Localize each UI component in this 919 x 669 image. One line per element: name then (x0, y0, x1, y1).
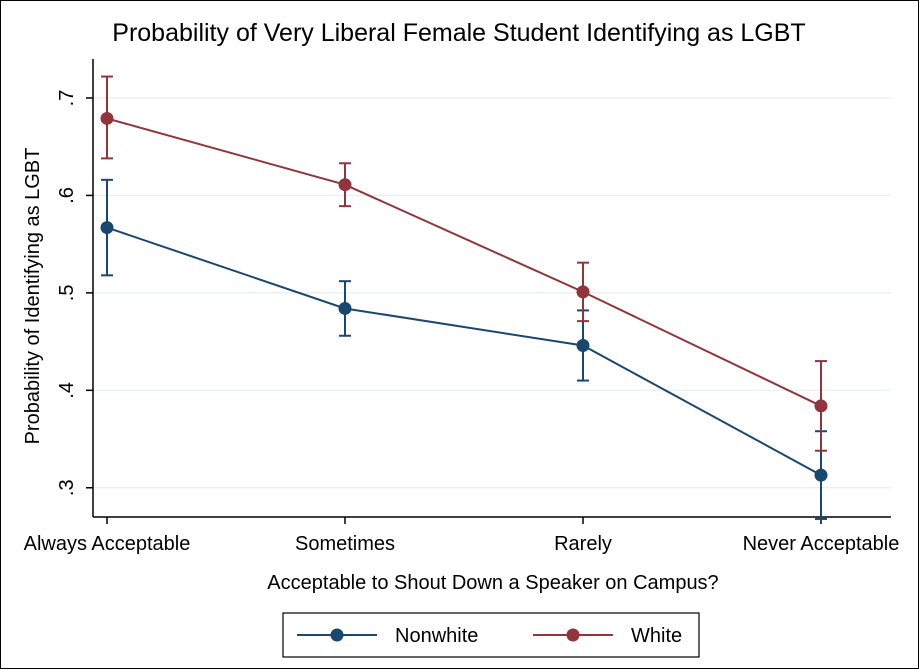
legend-marker-white (566, 628, 580, 642)
legend-label-nonwhite: Nonwhite (395, 625, 478, 647)
series-line (106, 117, 822, 407)
data-point (338, 178, 352, 192)
legend-label-white: White (631, 625, 682, 647)
y-axis-ticks: .3 .4 .5 .6 .7 (56, 90, 93, 496)
x-axis-ticks: Always Acceptable Sometimes Rarely Never Ac… (24, 517, 900, 555)
data-point (100, 111, 114, 125)
series-line (106, 226, 822, 476)
data-point (100, 221, 114, 235)
y-tick-label: .4 (56, 382, 78, 399)
legend: Nonwhite White (282, 612, 700, 658)
data-point (576, 285, 590, 299)
y-tick-label: .3 (56, 479, 78, 496)
x-tick-label: Rarely (554, 533, 612, 555)
y-tick-label: .6 (56, 187, 78, 204)
x-tick-label: Always Acceptable (24, 533, 191, 555)
x-tick-label: Never Acceptable (743, 533, 900, 555)
data-point (814, 468, 828, 482)
x-tick-label: Sometimes (295, 533, 395, 555)
data-point (814, 399, 828, 413)
legend-marker-nonwhite (330, 628, 344, 642)
x-axis-title: Acceptable to Shout Down a Speaker on Ca… (267, 572, 718, 594)
y-axis-title: Probability of Identifying as LGBT (22, 148, 44, 445)
gridlines (93, 97, 891, 489)
series-white (100, 75, 828, 452)
y-tick-label: .7 (56, 90, 78, 107)
series-nonwhite (100, 178, 828, 520)
y-tick-label: .5 (56, 285, 78, 302)
data-point (576, 338, 590, 352)
data-point (338, 301, 352, 315)
chart-title: Probability of Very Liberal Female Stude… (112, 19, 805, 47)
series-layer (100, 75, 828, 520)
